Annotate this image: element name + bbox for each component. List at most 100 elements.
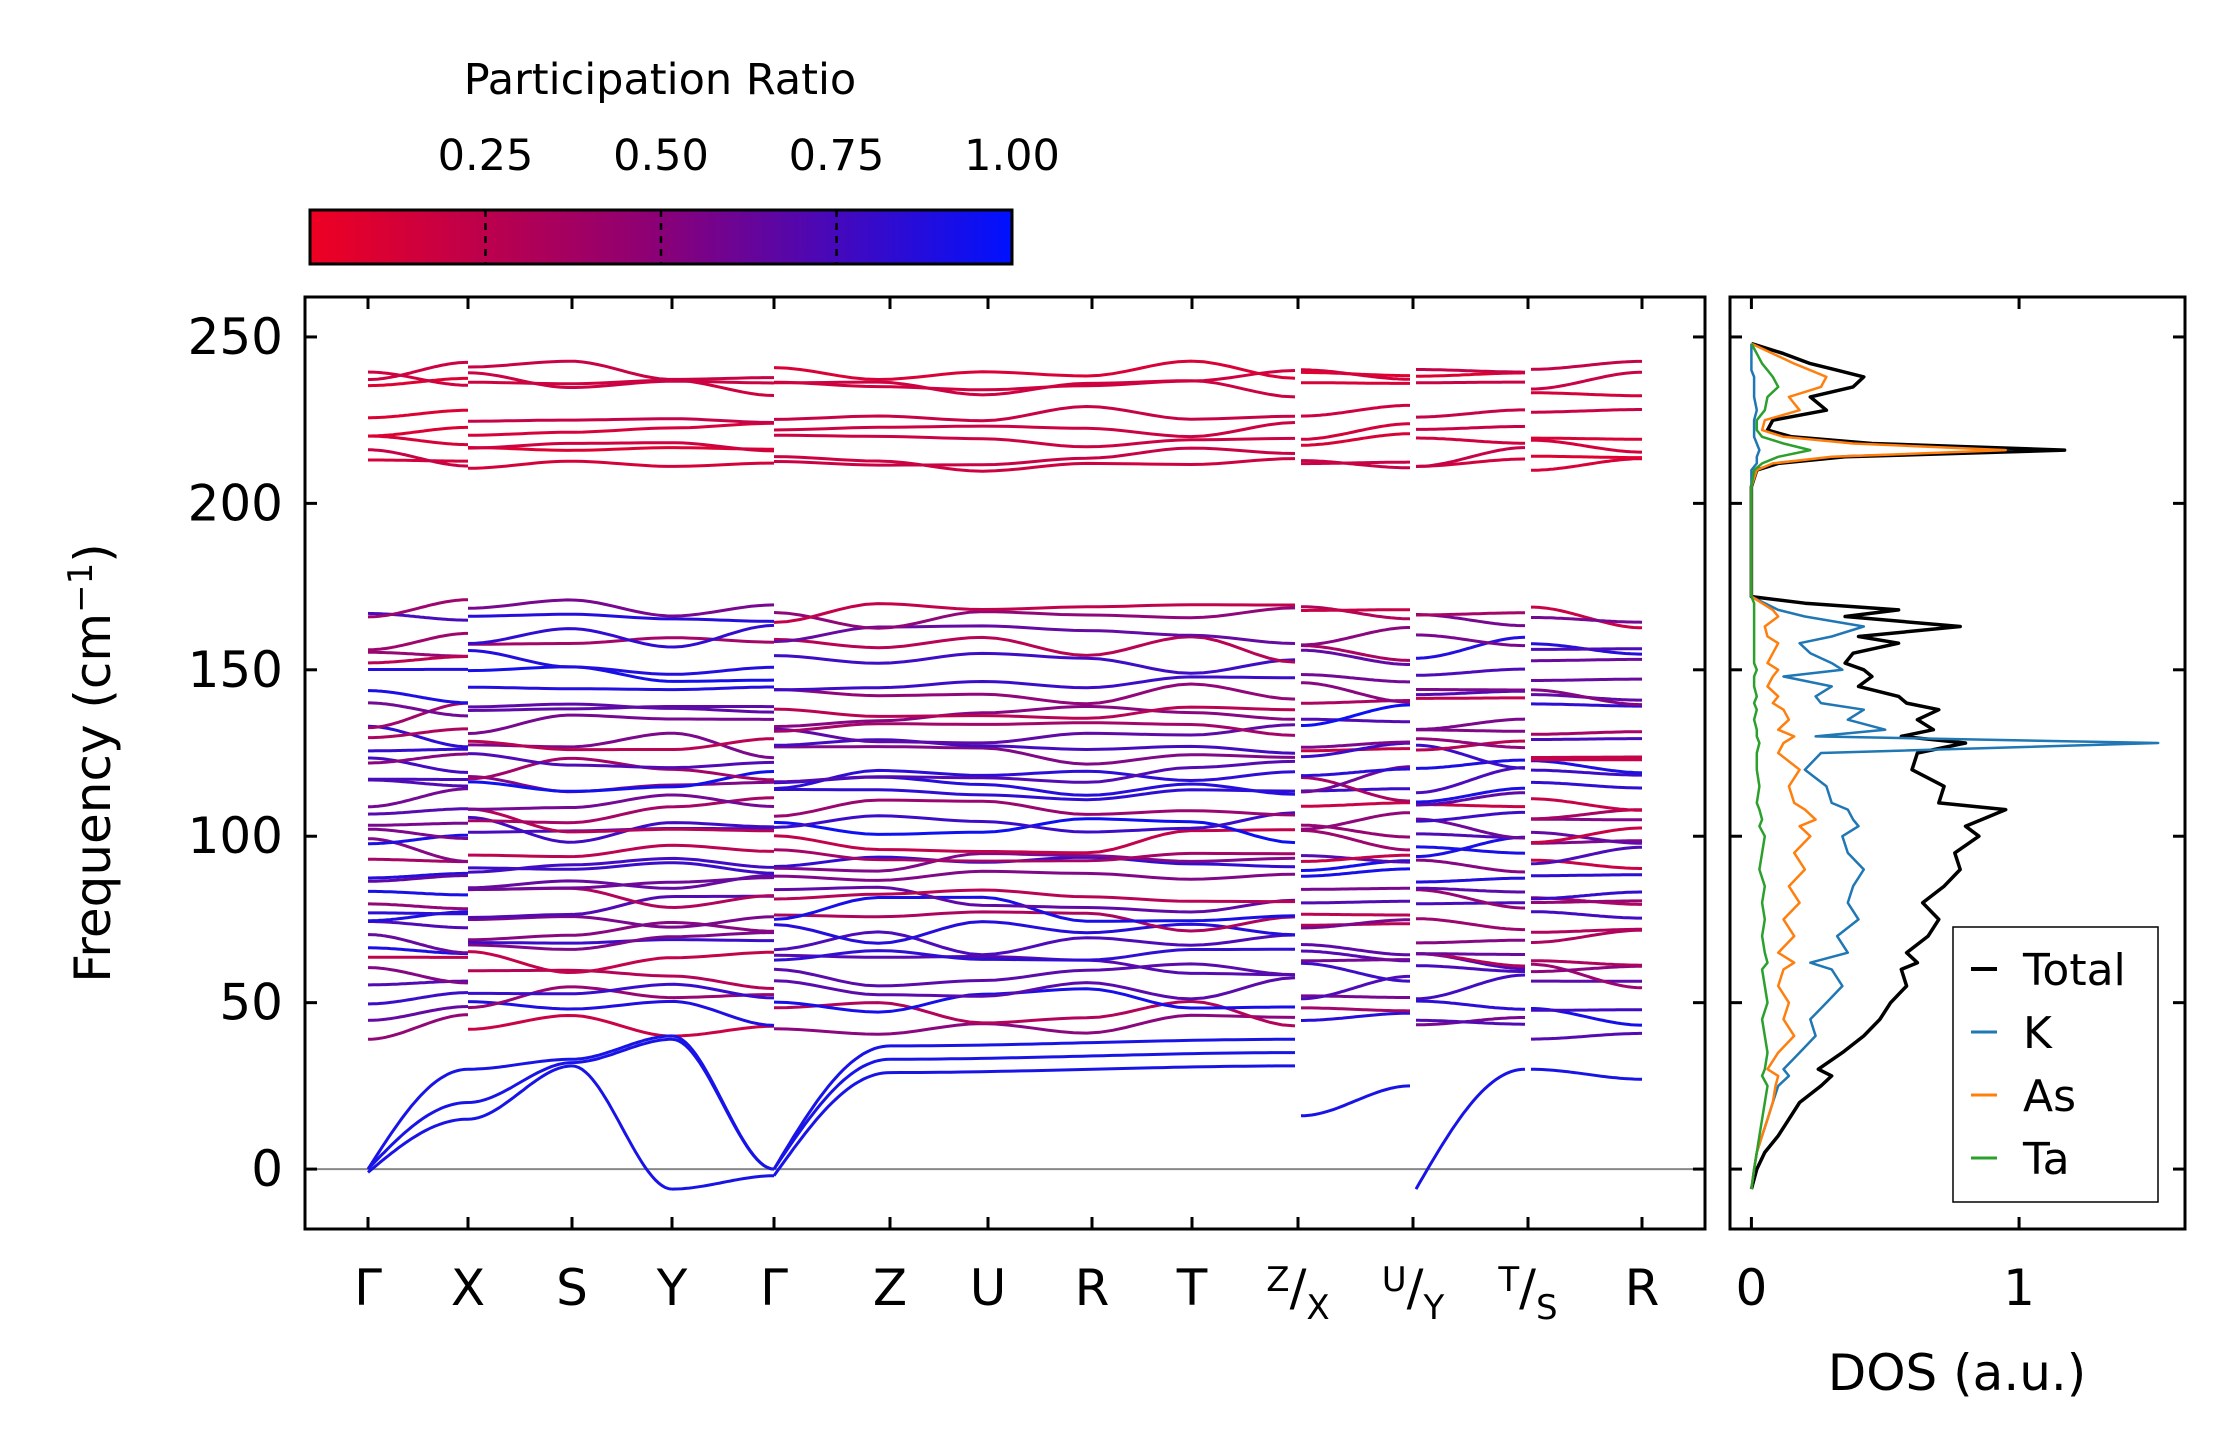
dos-x-tick-label: 1 xyxy=(2003,1259,2035,1317)
optical-branch xyxy=(1416,845,1526,855)
optical-branch xyxy=(773,811,1296,834)
optical-branch xyxy=(1416,758,1525,770)
optical-branch xyxy=(468,685,774,692)
acoustic-branch xyxy=(890,1037,1295,1048)
dos-series-k xyxy=(1750,343,2160,1190)
high-optical-branch xyxy=(1531,391,1642,398)
band-lines xyxy=(305,359,1705,1191)
band-y-tick-label: 150 xyxy=(188,641,283,699)
high-optical-branch xyxy=(773,455,1296,473)
optical-branch xyxy=(773,602,1295,624)
optical-branch xyxy=(773,848,1295,863)
optical-branch xyxy=(1416,688,1525,692)
optical-branch xyxy=(1416,689,1525,697)
high-optical-branch xyxy=(1531,454,1642,460)
optical-branch xyxy=(1301,867,1410,878)
colorbar-tick-label: 1.00 xyxy=(964,131,1060,181)
optical-branch xyxy=(467,894,774,919)
optical-branch xyxy=(1416,739,1525,752)
optical-branch xyxy=(467,713,774,735)
optical-branch xyxy=(1531,927,1642,934)
band-y-ticks: 0 50 100 150 200 250 xyxy=(188,308,1705,1198)
acoustic-branch xyxy=(571,1037,672,1065)
optical-branch xyxy=(1416,737,1525,750)
optical-branch xyxy=(367,611,469,622)
high-optical-branch xyxy=(368,448,468,468)
optical-branch xyxy=(368,756,468,774)
optical-branch xyxy=(467,770,775,793)
high-optical-branch xyxy=(1301,422,1411,441)
dos-legend: Total K As Ta xyxy=(1952,926,2159,1203)
legend-box xyxy=(1952,926,2159,1203)
optical-branch xyxy=(1531,964,1642,974)
optical-branch xyxy=(1416,667,1525,677)
acoustic-branch xyxy=(572,1034,673,1061)
optical-branch xyxy=(368,933,468,955)
kpoint-label: Γ xyxy=(354,1259,382,1317)
band-structure-panel: 0 50 100 150 200 250 Γ X S Y Γ Z U R T Z/X U/Y T/S R Freq… xyxy=(61,295,1707,1328)
optical-branch xyxy=(1531,780,1642,790)
dos-x-axis-label: DOS (a.u.) xyxy=(1828,1344,2087,1402)
optical-branch xyxy=(1415,766,1525,795)
optical-branch xyxy=(1416,717,1526,731)
band-y-tick-label: 250 xyxy=(188,308,283,366)
high-optical-branch xyxy=(1416,424,1526,431)
optical-branch xyxy=(467,612,775,623)
optical-branch xyxy=(1300,644,1410,662)
optical-branch xyxy=(1531,890,1642,901)
high-optical-branch xyxy=(467,446,774,452)
optical-branch xyxy=(1301,1006,1410,1013)
optical-branch xyxy=(368,821,468,827)
optical-branch xyxy=(1531,826,1642,844)
optical-branch xyxy=(1416,786,1525,804)
optical-branch xyxy=(468,938,774,945)
optical-branch xyxy=(467,873,775,890)
optical-branch xyxy=(1416,901,1525,906)
colorbar: Participation Ratio 0.25 0.50 0.75 1.00 xyxy=(308,55,1060,266)
high-optical-branch xyxy=(1416,380,1525,385)
high-optical-branch xyxy=(1530,457,1642,472)
optical-branch xyxy=(1301,741,1411,759)
kpoint-label: Z/X xyxy=(1266,1259,1329,1328)
optical-branch xyxy=(1531,928,1642,944)
optical-branch xyxy=(368,871,468,880)
high-optical-branch xyxy=(1416,408,1525,419)
optical-branch xyxy=(773,999,1296,1028)
high-optical-branch xyxy=(1416,368,1525,374)
optical-branch xyxy=(773,768,1296,791)
high-optical-branch xyxy=(368,376,468,388)
optical-branch xyxy=(773,962,1296,988)
optical-branch xyxy=(1531,910,1642,920)
high-optical-branch xyxy=(1416,436,1525,445)
optical-branch xyxy=(368,689,468,705)
acoustic-branch xyxy=(890,1051,1295,1061)
optical-branch xyxy=(368,837,468,863)
band-y-tick-label: 100 xyxy=(188,807,283,865)
high-optical-branch xyxy=(1301,368,1410,381)
kpoint-label: T/S xyxy=(1497,1259,1557,1328)
high-optical-branch xyxy=(368,434,468,447)
optical-branch xyxy=(368,747,469,753)
optical-branch xyxy=(1416,810,1525,823)
kpoint-label: U xyxy=(970,1259,1007,1317)
band-frame xyxy=(303,295,1707,1231)
optical-branch xyxy=(468,636,775,646)
optical-branch xyxy=(774,788,1296,802)
optical-branch xyxy=(1300,681,1411,704)
optical-branch xyxy=(1416,1018,1525,1026)
high-optical-branch xyxy=(1415,446,1525,468)
optical-branch xyxy=(368,991,468,1006)
acoustic-branch xyxy=(468,1057,573,1071)
high-optical-branch xyxy=(368,360,468,381)
optical-branch xyxy=(1531,873,1642,878)
optical-branch xyxy=(1301,918,1410,930)
optical-branch xyxy=(367,807,468,816)
optical-branch xyxy=(467,665,775,683)
acoustic-branch xyxy=(571,1064,673,1191)
optical-branch xyxy=(1301,899,1410,905)
optical-branch xyxy=(1301,626,1410,647)
optical-branch xyxy=(368,902,468,911)
optical-branch xyxy=(467,999,775,1027)
